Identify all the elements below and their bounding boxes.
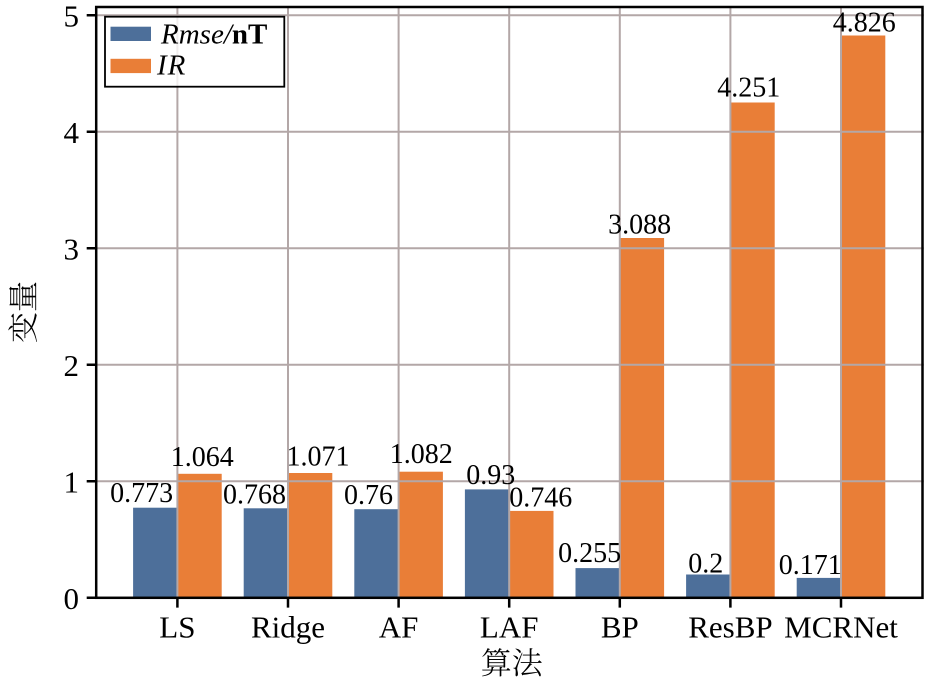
svg-text:0.93: 0.93 <box>466 460 515 491</box>
svg-text:4.251: 4.251 <box>717 73 780 104</box>
svg-text:3: 3 <box>64 232 80 267</box>
svg-text:0: 0 <box>64 581 80 616</box>
svg-text:1.071: 1.071 <box>287 441 350 472</box>
svg-text:0.76: 0.76 <box>344 480 393 511</box>
svg-text:LAF: LAF <box>480 610 539 645</box>
svg-text:0.171: 0.171 <box>779 550 842 581</box>
svg-text:0.2: 0.2 <box>688 548 723 579</box>
svg-text:1.082: 1.082 <box>390 439 453 470</box>
svg-text:MCRNet: MCRNet <box>784 610 898 645</box>
svg-text:BP: BP <box>601 610 639 645</box>
svg-text:2: 2 <box>64 348 80 383</box>
svg-text:IR: IR <box>156 49 186 81</box>
svg-text:3.088: 3.088 <box>608 209 671 240</box>
svg-text:5: 5 <box>64 0 80 34</box>
svg-text:0.746: 0.746 <box>509 483 572 514</box>
svg-text:AF: AF <box>379 610 419 645</box>
svg-text:1.064: 1.064 <box>171 442 234 473</box>
svg-text:LS: LS <box>159 610 195 645</box>
svg-text:Rmse/nT: Rmse/nT <box>160 18 267 50</box>
svg-text:0.255: 0.255 <box>558 538 621 569</box>
svg-text:1: 1 <box>64 465 80 500</box>
svg-text:ResBP: ResBP <box>688 610 772 645</box>
svg-text:0.773: 0.773 <box>110 478 173 509</box>
svg-text:4.826: 4.826 <box>833 7 896 38</box>
svg-text:0.768: 0.768 <box>223 480 286 511</box>
svg-text:4: 4 <box>64 115 80 150</box>
svg-text:Ridge: Ridge <box>251 610 325 645</box>
